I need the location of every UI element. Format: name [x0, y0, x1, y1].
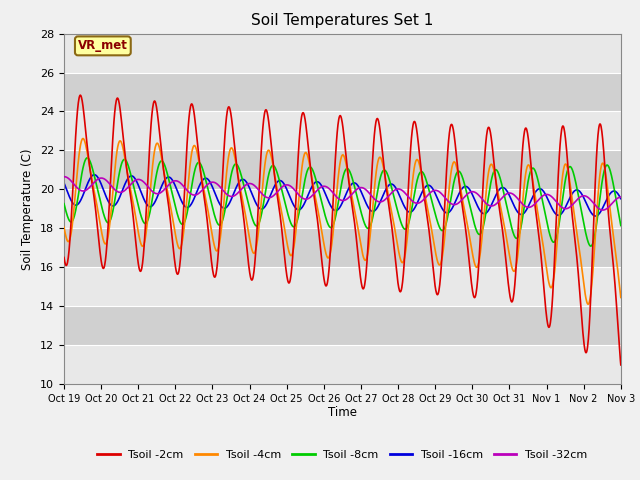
Bar: [64, 228, 621, 267]
Y-axis label: Soil Temperature (C): Soil Temperature (C): [22, 148, 35, 270]
X-axis label: Time: Time: [328, 407, 357, 420]
Bar: [64, 150, 621, 189]
Bar: [64, 34, 621, 72]
Bar: [64, 345, 621, 384]
Legend: Tsoil -2cm, Tsoil -4cm, Tsoil -8cm, Tsoil -16cm, Tsoil -32cm: Tsoil -2cm, Tsoil -4cm, Tsoil -8cm, Tsoi…: [93, 445, 592, 465]
Bar: [64, 189, 621, 228]
Bar: [64, 267, 621, 306]
Bar: [64, 306, 621, 345]
Bar: [64, 111, 621, 150]
Text: VR_met: VR_met: [78, 39, 128, 52]
Title: Soil Temperatures Set 1: Soil Temperatures Set 1: [252, 13, 433, 28]
Bar: [64, 72, 621, 111]
